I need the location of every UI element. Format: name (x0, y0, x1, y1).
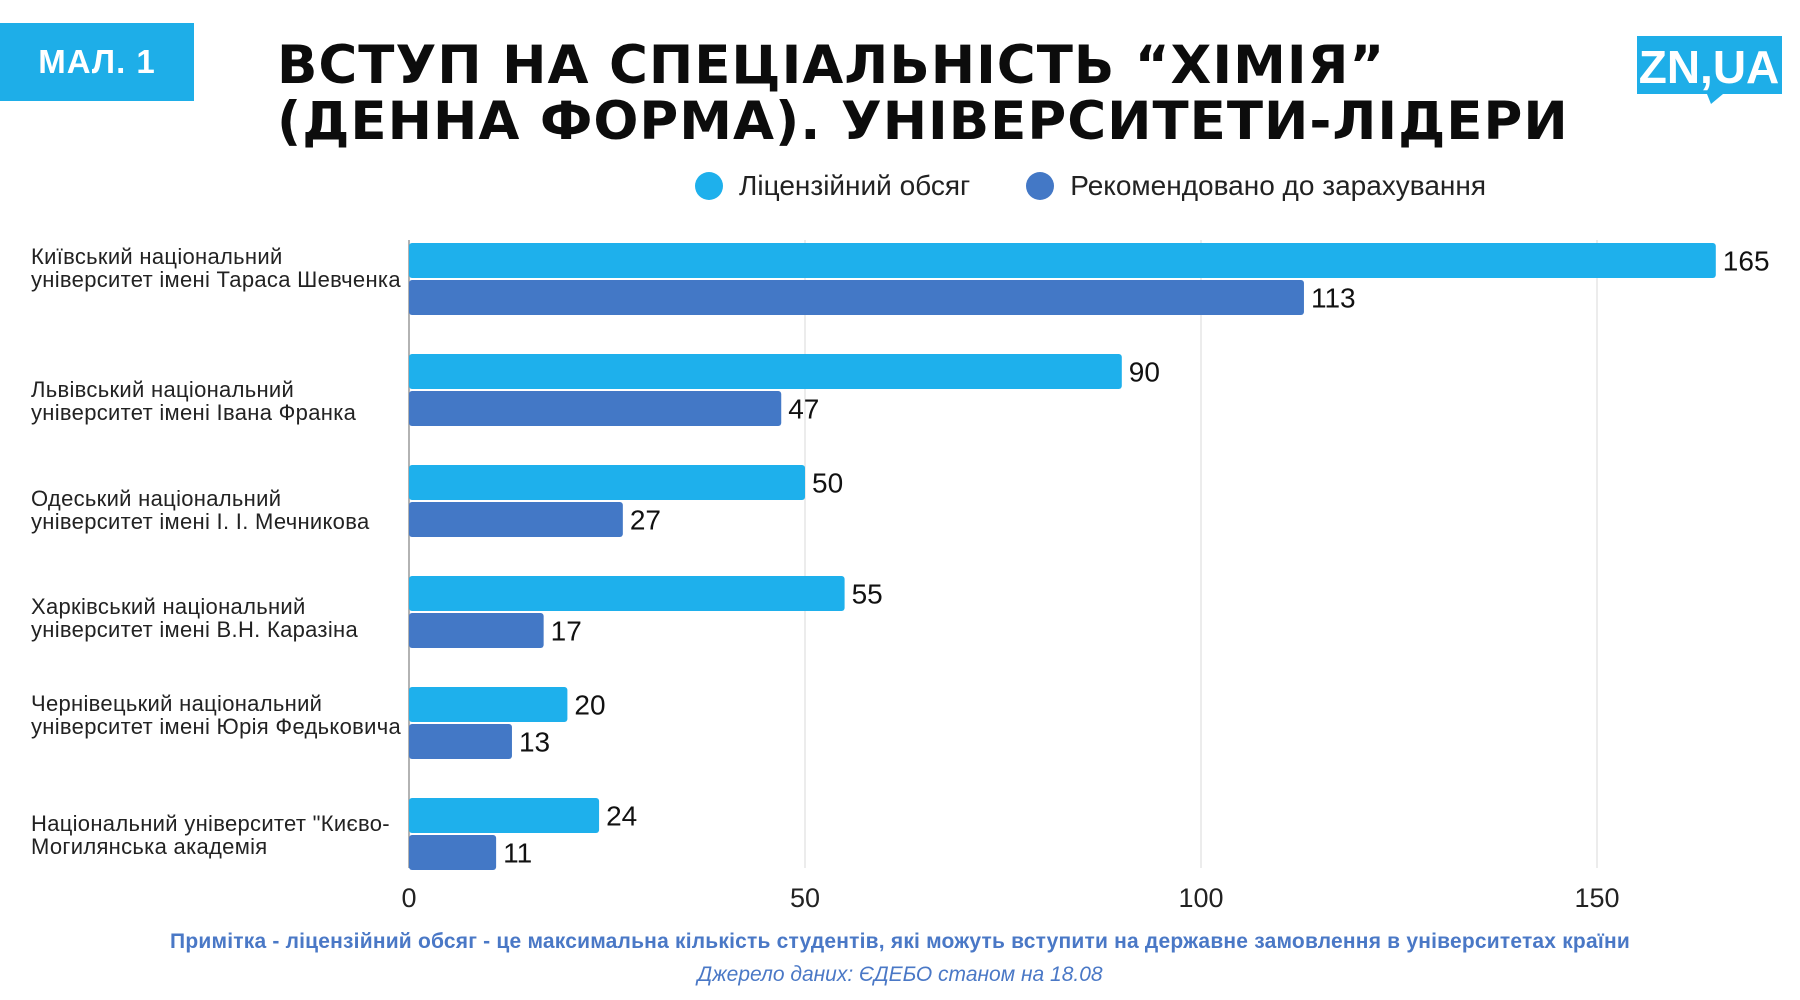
legend-label-license: Ліцензійний обсяг (739, 170, 971, 201)
category-label-kma: Національний університет "Києво-Могилянс… (31, 811, 390, 859)
data-label-license-5: 24 (606, 801, 637, 832)
x-tick-label-150: 150 (1574, 883, 1619, 913)
legend-swatch-recommended (1026, 172, 1055, 200)
bar-license-4 (409, 687, 568, 722)
logo-text: ZN,UA (1639, 41, 1780, 93)
bar-license-3 (409, 576, 845, 611)
legend: Ліцензійний обсяг Рекомендовано до зарах… (695, 170, 1542, 202)
category-label-odesa: Одеський національний університет імені … (31, 486, 370, 534)
legend-label-recommended: Рекомендовано до зарахування (1070, 170, 1487, 201)
bar-recommended-0 (409, 280, 1304, 315)
data-label-license-1: 90 (1129, 357, 1160, 388)
category-label-chernivtsi: Чернівецький національний університет ім… (31, 691, 401, 739)
chart-title: ВСТУП НА СПЕЦІАЛЬНІСТЬ “ХІМІЯ” (ДЕННА ФО… (277, 35, 1569, 152)
bar-recommended-2 (409, 502, 623, 537)
category-label-kyiv: Київський національний університет імені… (31, 244, 401, 292)
bar-recommended-4 (409, 724, 512, 759)
data-label-license-2: 50 (812, 468, 843, 499)
x-tick-label-50: 50 (790, 883, 820, 913)
data-label-recommended-1: 47 (788, 394, 819, 425)
legend-item-recommended: Рекомендовано до зарахування (1026, 170, 1486, 202)
bar-license-1 (409, 354, 1122, 389)
bar-license-5 (409, 798, 600, 833)
bar-license-0 (409, 243, 1716, 278)
x-tick-label-100: 100 (1178, 883, 1223, 913)
figure-badge: МАЛ. 1 (0, 23, 194, 101)
data-label-recommended-5: 11 (503, 838, 532, 869)
legend-item-license: Ліцензійний обсяг (695, 170, 970, 202)
data-label-license-4: 20 (574, 690, 605, 721)
data-label-recommended-2: 27 (630, 505, 661, 536)
bar-recommended-3 (409, 613, 544, 648)
data-label-license-3: 55 (852, 579, 883, 610)
data-label-recommended-4: 13 (519, 727, 550, 758)
data-source: Джерело даних: ЄДЕБО станом на 18.08 (697, 963, 1103, 986)
data-label-recommended-0: 113 (1311, 283, 1356, 314)
data-label-license-0: 165 (1723, 246, 1770, 277)
data-label-recommended-3: 17 (551, 616, 582, 647)
category-label-kharkiv: Харківський національний університет іме… (31, 594, 358, 642)
zn-ua-logo: ZN,UA (1637, 36, 1782, 104)
footnote: Примітка - ліцензійний обсяг - це максим… (170, 930, 1630, 953)
x-tick-label-0: 0 (401, 883, 416, 913)
category-label-lviv: Львівський національний університет імен… (31, 377, 357, 425)
bar-recommended-5 (409, 835, 497, 870)
legend-swatch-license (695, 172, 723, 200)
bar-license-2 (409, 465, 805, 500)
bar-recommended-1 (409, 391, 782, 426)
